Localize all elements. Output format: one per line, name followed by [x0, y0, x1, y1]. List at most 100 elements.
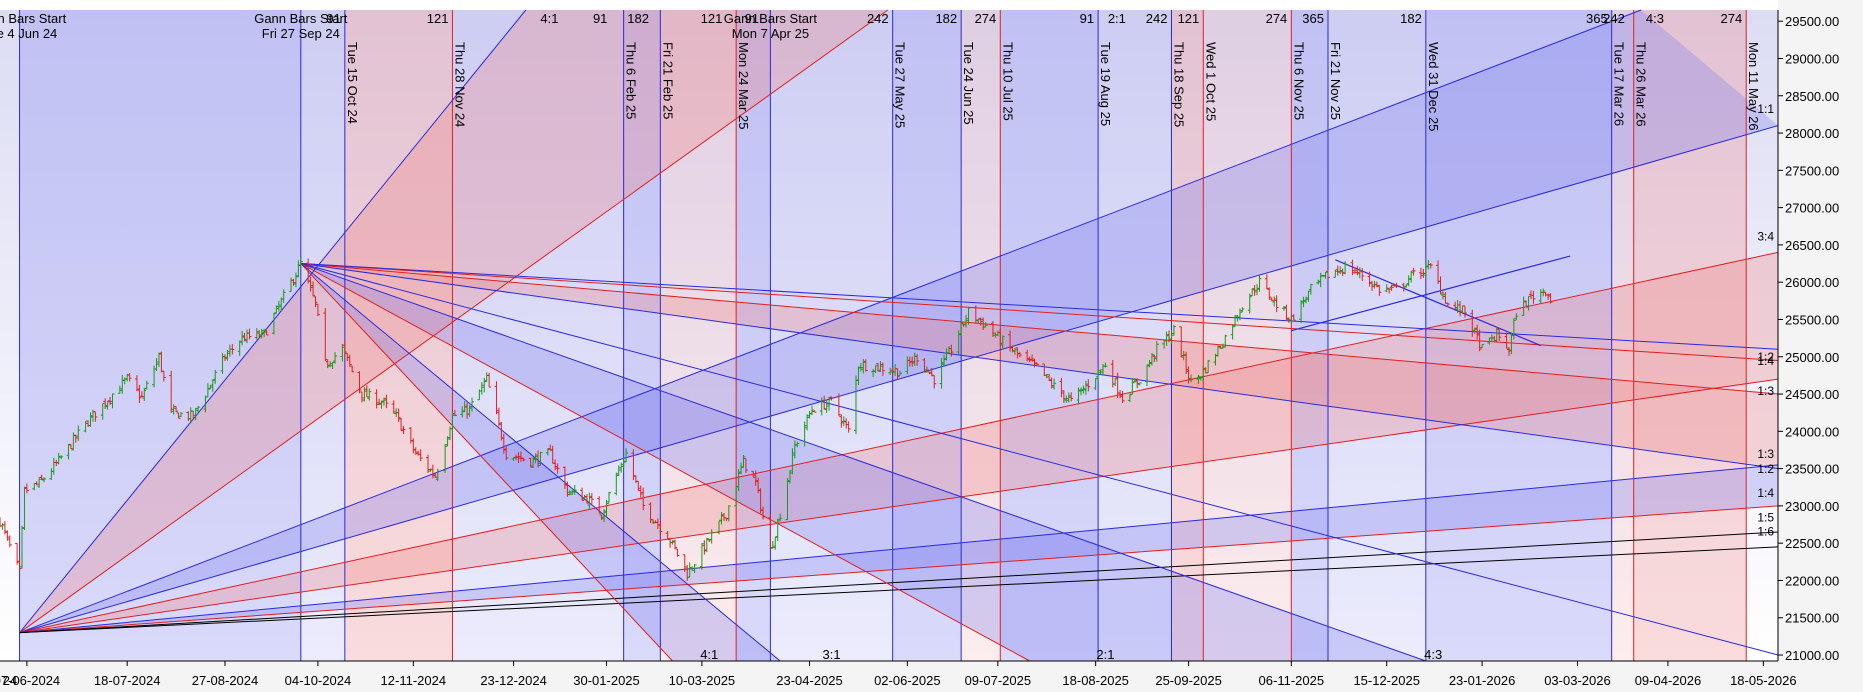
- top-count-label: 242: [867, 11, 889, 26]
- top-count-label: 91: [593, 11, 607, 26]
- fan-line: [19, 9, 1642, 634]
- price-axis-panel: [1778, 0, 1863, 692]
- top-count-label: 365: [1586, 11, 1608, 26]
- time-line-label: Thu 18 Sep 25: [1171, 42, 1186, 127]
- price-tick-label: 28500.00: [1785, 89, 1839, 104]
- price-tick-label: 28000.00: [1785, 126, 1839, 141]
- fan-ratio-label: 1:6: [1757, 525, 1774, 539]
- time-line-label: Tue 24 Jun 25: [961, 42, 976, 125]
- fan-fill: [19, 10, 1779, 633]
- date-tick-label: 30-01-2025: [573, 673, 640, 688]
- time-band: [623, 10, 661, 661]
- time-band: [19, 10, 301, 661]
- time-band: [1327, 10, 1426, 661]
- top-count-label: 242: [1146, 11, 1168, 26]
- price-axis: 21000.00 21500.00 22000.00 22500.00 23000.00…: [1778, 14, 1839, 663]
- time-line-label: Thu 10 Jul 25: [1000, 42, 1015, 121]
- time-line-label: Thu 28 Nov 24: [452, 42, 467, 127]
- top-count-label: 182: [1400, 11, 1422, 26]
- date-tick-label: 23-12-2024: [480, 673, 547, 688]
- date-tick-label: 24: [3, 673, 17, 688]
- date-tick-label: 12-11-2024: [381, 673, 447, 688]
- time-band: [660, 10, 737, 661]
- time-line-label: Tue 19 Aug 25: [1098, 42, 1113, 126]
- price-tick-label: 29500.00: [1785, 14, 1839, 29]
- fan-line: [300, 263, 1030, 662]
- price-tick-label: 27500.00: [1785, 163, 1839, 178]
- time-band: [300, 10, 345, 661]
- price-tick-label: 23000.00: [1785, 499, 1839, 514]
- fan-line: [19, 464, 1779, 634]
- date-tick-label: 18-08-2025: [1062, 673, 1129, 688]
- date-tick-label: 09-07-2025: [965, 673, 1032, 688]
- price-bars: [0, 257, 1553, 581]
- top-count-label: 91: [1080, 11, 1094, 26]
- top-count-label: 4:1: [540, 11, 558, 26]
- time-line-label: Mon 24 Mar 25: [736, 42, 751, 129]
- time-line-labels: Tue 15 Oct 24 Thu 28 Nov 24 Thu 6 Feb 25 Fr…: [345, 42, 1761, 131]
- fan-ratio-label: 1:2: [1757, 350, 1774, 364]
- time-band: [1611, 10, 1634, 661]
- fan-line: [19, 9, 527, 633]
- bottom-ratio-label: 4:3: [1424, 647, 1442, 662]
- top-count-label: 242: [1603, 11, 1625, 26]
- gann-start-date: Mon 7 Apr 25: [732, 26, 809, 41]
- time-band: [736, 10, 771, 661]
- time-line-label: Thu 6 Nov 25: [1291, 42, 1306, 120]
- time-line-label: Thu 6 Feb 25: [624, 42, 639, 119]
- fan-line: [300, 263, 673, 662]
- date-tick-label: 09-04-2026: [1635, 673, 1702, 688]
- date-tick-label: 04-10-2024: [285, 673, 352, 688]
- fan-line: [19, 125, 1779, 634]
- date-tick-label: 02-06-2025: [874, 673, 941, 688]
- fan-line: [300, 263, 1779, 361]
- time-line-label: Mon 11 May 26: [1746, 42, 1761, 131]
- time-line-label: Thu 26 Mar 26: [1634, 42, 1649, 127]
- bottom-ratio-label: 4:1: [700, 647, 718, 662]
- price-tick-label: 24500.00: [1785, 387, 1839, 402]
- price-tick-label: 21500.00: [1785, 611, 1839, 626]
- fan-line: [300, 263, 1779, 470]
- top-count-label: 182: [935, 11, 957, 26]
- fan-line: [300, 263, 1779, 395]
- gann-start-date: Tue 4 Jun 24: [0, 26, 57, 41]
- time-line-label: Tue 17 Mar 26: [1612, 42, 1627, 126]
- date-tick-label: 06-11-2025: [1259, 673, 1325, 688]
- date-tick-label: 18-05-2026: [1730, 673, 1797, 688]
- top-count-label: 4:3: [1646, 11, 1664, 26]
- price-tick-label: 29000.00: [1785, 51, 1839, 66]
- date-tick-label: 10-03-2025: [669, 673, 736, 688]
- date-tick-label: 07-06-2024: [0, 673, 60, 688]
- fan-line: [19, 505, 1779, 634]
- fan-lines: [19, 9, 1779, 662]
- price-tick-label: 22500.00: [1785, 536, 1839, 551]
- fan-ratio-label: 1:1: [1757, 102, 1774, 116]
- fan-ratio-label: 1:5: [1757, 511, 1774, 525]
- top-count-label: 274: [1721, 11, 1743, 26]
- fan-ratio-label: 1:4: [1757, 354, 1774, 368]
- fan-line: [19, 251, 1779, 634]
- bottom-ratio-label: 3:1: [822, 647, 840, 662]
- date-tick-label: 18-07-2024: [94, 673, 161, 688]
- fan-line: [19, 378, 1779, 634]
- gann-start-title: Gann Bars Start: [254, 11, 348, 26]
- date-tick-label: 03-03-2026: [1544, 673, 1611, 688]
- top-count-label: 2:1: [1108, 11, 1126, 26]
- time-band: [1203, 10, 1292, 661]
- time-line-label: Wed 1 Oct 25: [1203, 42, 1218, 121]
- date-tick-label: 25-09-2025: [1155, 673, 1222, 688]
- price-tick-label: 26500.00: [1785, 238, 1839, 253]
- time-line-label: Tue 15 Oct 24: [345, 42, 360, 124]
- date-tick-label: 23-01-2026: [1449, 673, 1516, 688]
- top-count-label: 182: [627, 11, 649, 26]
- date-tick-label: 15-12-2025: [1353, 673, 1420, 688]
- price-tick-label: 24000.00: [1785, 424, 1839, 439]
- top-count-label: 274: [975, 11, 997, 26]
- time-line-label: Tue 27 May 25: [893, 42, 908, 128]
- fan-line: [300, 263, 1426, 662]
- gann-start-date: Fri 27 Sep 24: [262, 26, 340, 41]
- gann-start-title: Gann Bars Start: [724, 11, 818, 26]
- time-band: [892, 10, 962, 661]
